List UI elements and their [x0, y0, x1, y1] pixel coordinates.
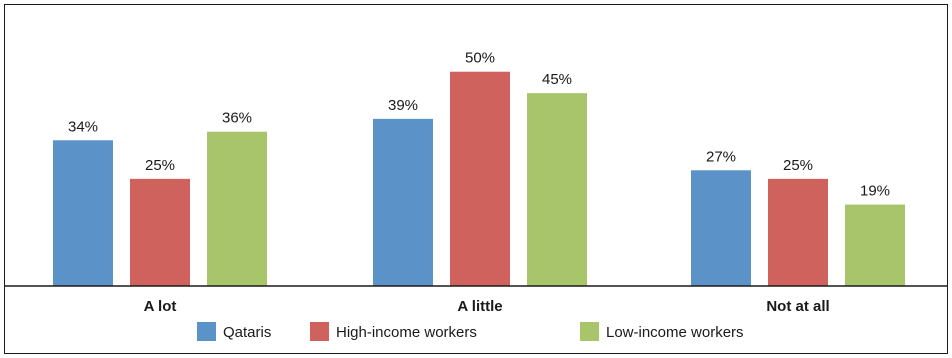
bar-a-lot-high-income-workers	[130, 178, 190, 286]
bar-a-lot-low-income-workers	[207, 131, 267, 286]
chart-frame: 34% 25% 36% 39% 50% 45% 27% 25% 19% A lot A littl…	[4, 4, 948, 354]
value-label-a-little-high-income-workers: 50%	[465, 50, 495, 67]
legend-swatch-qataris	[197, 322, 216, 341]
value-label-not-at-all-qataris: 27%	[706, 148, 736, 165]
legend-swatch-low-income-workers	[580, 322, 599, 341]
value-labels-layer: 34% 25% 36% 39% 50% 45% 27% 25% 19%	[68, 50, 890, 200]
value-label-a-lot-qataris: 34%	[68, 118, 98, 135]
bar-a-little-high-income-workers	[450, 71, 510, 286]
bars-layer	[53, 71, 905, 287]
value-label-a-little-qataris: 39%	[388, 97, 418, 114]
bar-a-little-low-income-workers	[527, 93, 587, 287]
legend-label-high-income-workers: High-income workers	[336, 324, 477, 341]
value-label-not-at-all-low-income-workers: 19%	[860, 183, 890, 200]
value-label-not-at-all-high-income-workers: 25%	[783, 157, 813, 174]
bar-a-little-qataris	[373, 118, 433, 286]
category-label-a-lot: A lot	[144, 298, 177, 315]
legend-label-low-income-workers: Low-income workers	[606, 324, 744, 341]
bar-a-lot-qataris	[53, 140, 113, 286]
bar-not-at-all-qataris	[691, 170, 751, 286]
value-label-a-lot-high-income-workers: 25%	[145, 157, 175, 174]
category-label-not-at-all: Not at all	[766, 298, 829, 315]
value-label-a-little-low-income-workers: 45%	[542, 71, 572, 88]
category-labels-layer: A lot A little Not at all	[144, 298, 830, 315]
bar-not-at-all-high-income-workers	[768, 178, 828, 286]
legend-swatch-high-income-workers	[310, 322, 329, 341]
bar-not-at-all-low-income-workers	[845, 204, 905, 286]
legend: Qataris High-income workers Low-income wor…	[197, 322, 744, 341]
legend-label-qataris: Qataris	[223, 324, 271, 341]
value-label-a-lot-low-income-workers: 36%	[222, 110, 252, 127]
bar-chart: 34% 25% 36% 39% 50% 45% 27% 25% 19% A lot A littl…	[5, 50, 947, 341]
category-label-a-little: A little	[457, 298, 502, 315]
